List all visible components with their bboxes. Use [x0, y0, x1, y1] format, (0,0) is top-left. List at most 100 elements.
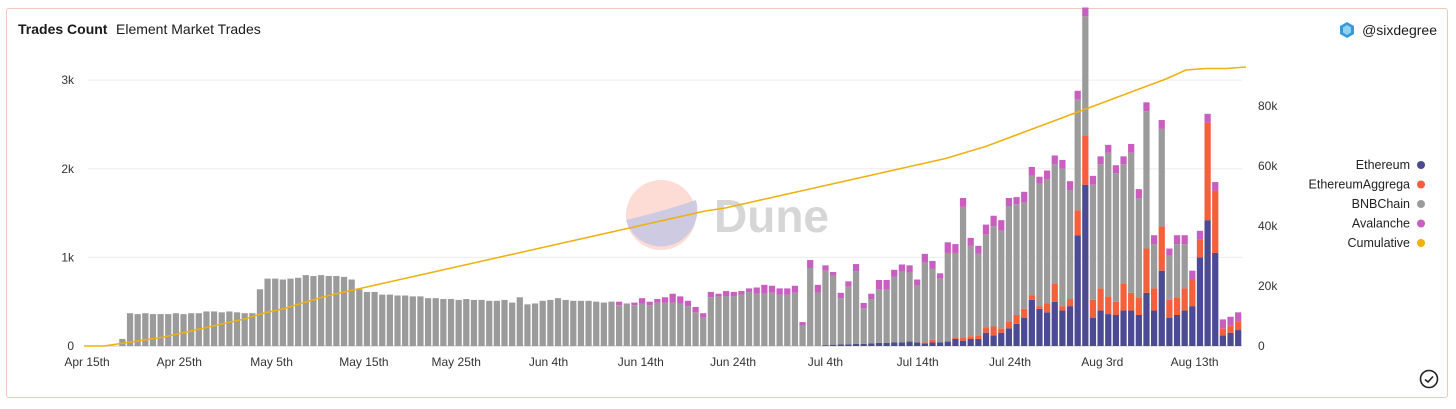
bar-avalanche — [822, 265, 829, 271]
bar-avalanche — [638, 298, 646, 304]
bar-bnbchain — [524, 304, 531, 346]
bar-bnbchain — [501, 299, 508, 346]
bar-avalanche — [1013, 197, 1020, 205]
bar-ethereumaggregator — [1021, 308, 1028, 318]
bar-bnbchain — [310, 275, 317, 346]
bar-ethereumaggregator — [1028, 295, 1035, 300]
bar-avalanche — [753, 287, 760, 294]
bar-ethereumaggregator — [975, 335, 982, 339]
bar-avalanche — [982, 224, 990, 235]
bar-bnbchain — [730, 296, 737, 346]
bar-bnbchain — [539, 300, 546, 346]
bar-bnbchain — [814, 292, 821, 346]
bar-ethereum — [1105, 314, 1112, 346]
bar-ethereum — [937, 342, 944, 346]
bar-bnbchain — [898, 271, 906, 343]
bar-bnbchain — [447, 299, 455, 346]
x-tick-label: May 5th — [250, 355, 293, 369]
bar-bnbchain — [165, 314, 172, 346]
bar-bnbchain — [1181, 244, 1188, 289]
bar-avalanche — [738, 291, 745, 295]
bar-bnbchain — [1082, 16, 1089, 136]
bar-ethereum — [860, 343, 867, 346]
bar-avalanche — [1089, 175, 1097, 185]
bar-bnbchain — [677, 303, 684, 346]
bar-ethereumaggregator — [1158, 226, 1165, 271]
bar-avalanche — [730, 291, 737, 297]
bar-avalanche — [1181, 235, 1188, 245]
bar-bnbchain — [1173, 244, 1181, 298]
bar-bnbchain — [218, 312, 225, 346]
check-circle-icon[interactable] — [1419, 369, 1439, 389]
bar-bnbchain — [210, 311, 218, 346]
bar-ethereum — [1120, 310, 1127, 346]
author-link[interactable]: @sixdegree — [1338, 21, 1437, 39]
bar-avalanche — [967, 237, 974, 246]
legend-item[interactable]: Cumulative — [1347, 236, 1425, 250]
legend-marker — [1417, 239, 1425, 247]
bar-bnbchain — [1128, 152, 1135, 293]
bar-bnbchain — [226, 311, 233, 346]
bar-bnbchain — [600, 302, 607, 346]
bar-ethereumaggregator — [1082, 135, 1089, 185]
bar-bnbchain — [1044, 179, 1051, 304]
legend-item[interactable]: BNBChain — [1352, 197, 1425, 211]
legend-item[interactable]: EthereumAggrega — [1309, 178, 1425, 192]
bar-avalanche — [898, 264, 906, 272]
bar-avalanche — [700, 313, 707, 318]
bar-bnbchain — [180, 314, 187, 346]
bar-bnbchain — [348, 279, 355, 346]
bar-ethereum — [975, 338, 982, 346]
bar-ethereum — [1196, 257, 1204, 346]
bar-bnbchain — [409, 296, 416, 346]
bar-avalanche — [677, 296, 684, 304]
bar-ethereumaggregator — [1173, 297, 1181, 315]
chart-title: Trades Count — [18, 21, 108, 37]
x-tick-label: Jun 4th — [529, 355, 568, 369]
bar-bnbchain — [134, 314, 141, 346]
bar-ethereum — [952, 338, 959, 346]
bar-avalanche — [1105, 144, 1112, 153]
x-tick-label: Aug 13th — [1171, 355, 1219, 369]
x-tick-label: Jul 14th — [897, 355, 939, 369]
bar-avalanche — [1196, 230, 1204, 240]
bar-ethereum — [1204, 220, 1211, 346]
bar-avalanche — [768, 285, 776, 293]
bar-bnbchain — [302, 275, 309, 346]
bar-bnbchain — [1028, 175, 1035, 296]
bar-avalanche — [1219, 319, 1227, 329]
legend-item[interactable]: Ethereum — [1356, 158, 1425, 172]
y2-tick-label: 40k — [1258, 219, 1278, 233]
bar-bnbchain — [1051, 164, 1058, 284]
bar-bnbchain — [715, 296, 722, 346]
bar-bnbchain — [340, 276, 348, 346]
bar-bnbchain — [692, 312, 699, 346]
bar-bnbchain — [417, 296, 424, 346]
bar-bnbchain — [608, 301, 615, 346]
bar-bnbchain — [807, 268, 814, 346]
legend-label: Avalanche — [1352, 217, 1410, 231]
bar-ethereum — [1074, 235, 1081, 346]
bar-bnbchain — [830, 275, 837, 345]
bar-ethereumaggregator — [1036, 306, 1043, 309]
bar-ethereumaggregator — [929, 339, 936, 343]
legend-item[interactable]: Avalanche — [1352, 217, 1425, 231]
bar-bnbchain — [883, 289, 890, 343]
bar-ethereumaggregator — [1105, 296, 1112, 315]
bar-bnbchain — [126, 313, 134, 346]
bar-ethereum — [1219, 335, 1227, 346]
bar-bnbchain — [868, 299, 875, 344]
bar-bnbchain — [860, 308, 867, 344]
bar-ethereumaggregator — [952, 337, 959, 339]
bar-avalanche — [1059, 159, 1066, 169]
bar-ethereumaggregator — [1112, 301, 1120, 315]
bar-bnbchain — [1158, 128, 1165, 227]
bar-ethereumaggregator — [921, 342, 928, 344]
bar-bnbchain — [906, 272, 913, 342]
bar-bnbchain — [455, 299, 462, 346]
bar-bnbchain — [317, 275, 325, 346]
bar-bnbchain — [149, 314, 157, 346]
bar-bnbchain — [1120, 164, 1127, 284]
bar-avalanche — [684, 300, 692, 307]
bar-ethereum — [845, 344, 852, 346]
